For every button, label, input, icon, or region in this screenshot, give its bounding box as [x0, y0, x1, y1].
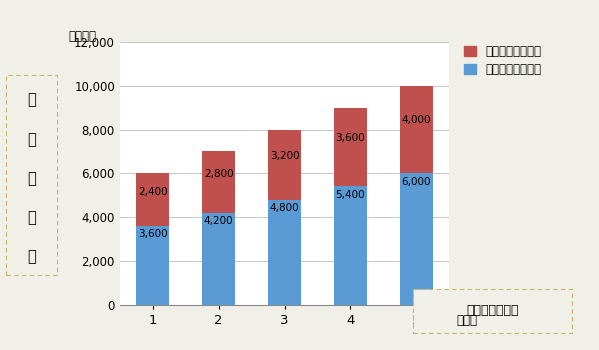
Text: 基: 基 — [27, 93, 36, 107]
Bar — [202, 151, 235, 212]
Text: 5,400: 5,400 — [335, 190, 365, 200]
Bar — [137, 226, 170, 304]
Bar — [400, 86, 432, 173]
Text: 3,200: 3,200 — [270, 151, 300, 161]
Bar — [400, 173, 432, 304]
Text: （人）: （人） — [456, 314, 477, 327]
Text: 6,000: 6,000 — [401, 176, 431, 187]
Text: （万円）: （万円） — [69, 30, 97, 43]
Legend: 基礎控除の圧縮額, 改正後基礎控除額: 基礎控除の圧縮額, 改正後基礎控除額 — [462, 43, 544, 78]
Text: 4,000: 4,000 — [401, 115, 431, 125]
Text: 控: 控 — [27, 171, 36, 186]
Text: 額: 額 — [27, 250, 36, 264]
Bar — [334, 186, 367, 304]
Text: 4,200: 4,200 — [204, 216, 234, 226]
Text: 3,600: 3,600 — [138, 229, 168, 239]
Bar — [268, 130, 301, 200]
Text: 除: 除 — [27, 210, 36, 225]
Bar — [268, 199, 301, 304]
Text: 法定相続人の数: 法定相続人の数 — [467, 304, 519, 317]
Bar — [202, 212, 235, 304]
Text: 4,800: 4,800 — [270, 203, 300, 213]
Text: 2,800: 2,800 — [204, 169, 234, 179]
Text: 3,600: 3,600 — [335, 133, 365, 143]
Text: 2,400: 2,400 — [138, 187, 168, 197]
Text: 礎: 礎 — [27, 132, 36, 147]
Bar — [137, 173, 170, 226]
Bar — [334, 108, 367, 186]
